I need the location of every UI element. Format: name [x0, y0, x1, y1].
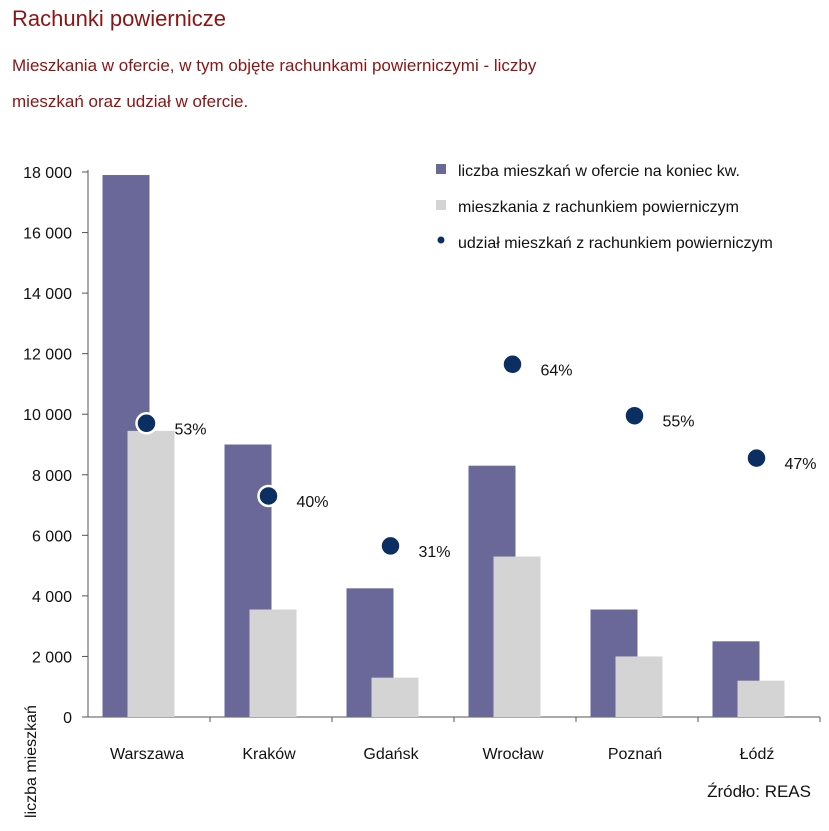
chart-subtitle: Mieszkania w ofercie, w tym objęte rachu… [12, 56, 537, 111]
share-marker [257, 484, 280, 508]
y-tick-label: 2 000 [32, 649, 72, 666]
legend-swatch-offer [436, 164, 446, 174]
y-tick-label: 4 000 [32, 589, 72, 606]
legend-marker-share [437, 236, 445, 244]
y-tick-label: 12 000 [23, 347, 72, 364]
legend-swatch-escrow [436, 200, 446, 210]
share-marker [501, 353, 524, 376]
y-tick-label: 14 000 [23, 286, 72, 303]
y-tick-label: 8 000 [32, 468, 72, 485]
share-marker [379, 534, 402, 558]
bar-escrow [249, 609, 297, 717]
share-marker [623, 404, 646, 427]
bar-escrow [737, 680, 785, 717]
x-category-label: Poznań [608, 746, 662, 763]
x-category-label: Gdańsk [363, 746, 419, 763]
share-data-label: 31% [419, 544, 451, 561]
share-data-label: 53% [175, 421, 207, 438]
y-tick-label: 6 000 [32, 528, 72, 545]
x-category-label: Warszawa [110, 746, 184, 763]
y-tick-label: 16 000 [23, 226, 72, 243]
share-data-label: 47% [785, 456, 817, 473]
bar-escrow [493, 556, 541, 717]
share-marker [135, 412, 158, 435]
legend-label-share: udział mieszkań z rachunkiem powierniczy… [458, 235, 773, 252]
x-category-label: Wrocław [482, 746, 543, 763]
share-data-label: 55% [663, 414, 695, 431]
bar-escrow [371, 677, 419, 717]
chart-title: Rachunki powiernicze [12, 6, 226, 31]
share-marker [745, 446, 768, 470]
y-axis-label: liczba mieszkań [23, 705, 40, 818]
legend-label-escrow: mieszkania z rachunkiem powierniczym [458, 199, 739, 216]
legend-label-offer: liczba mieszkań w ofercie na koniec kw. [458, 163, 740, 180]
share-data-label: 40% [297, 494, 329, 511]
y-tick-label: 0 [63, 710, 72, 727]
bar-escrow [615, 656, 663, 717]
share-data-label: 64% [541, 362, 573, 379]
y-tick-label: 18 000 [23, 165, 72, 182]
x-category-label: Kraków [242, 746, 296, 763]
x-category-label: Łódź [740, 746, 775, 763]
source-note: Źródło: REAS [707, 782, 811, 801]
bar-escrow [127, 430, 175, 717]
y-tick-label: 10 000 [23, 407, 72, 424]
